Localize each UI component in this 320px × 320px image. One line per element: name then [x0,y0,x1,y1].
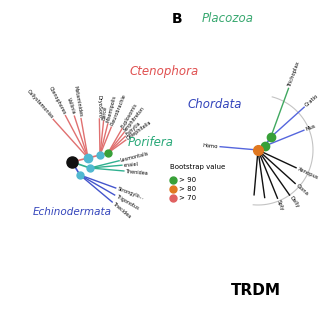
Text: Ciona: Ciona [295,183,309,196]
Text: Echinodermata: Echinodermata [33,207,111,217]
Text: Oratio: Oratio [304,93,319,108]
Text: Ctenophores: Ctenophores [48,85,67,116]
Text: TRDM: TRDM [231,283,281,298]
Text: Bootstrap value: Bootstrap value [170,164,225,170]
Text: Mus: Mus [305,123,316,132]
Text: Thecidea: Thecidea [112,201,132,219]
Text: Berce: Berce [101,106,108,120]
Text: Trigonotus: Trigonotus [115,194,140,211]
Text: B: B [172,12,183,26]
Text: > 90: > 90 [179,177,196,183]
Text: Pleurobrachie: Pleurobrachie [109,93,127,127]
Text: Ephytia: Ephytia [124,121,141,137]
Text: Amphitreton: Amphitreton [123,105,146,133]
Text: Callystemonias: Callystemonias [25,89,54,120]
Text: DryoSoro: DryoSoro [96,95,102,117]
Text: Lesmontalis: Lesmontalis [120,151,150,163]
Text: > 70: > 70 [179,195,196,201]
Text: Placozoa: Placozoa [202,12,254,25]
Text: Metaminides: Metaminides [73,85,83,117]
Text: Delly: Delly [289,195,300,209]
Text: Delephitelia: Delephitelia [125,120,152,141]
Text: Chordata: Chordata [187,99,242,111]
Text: Ctenophora: Ctenophora [130,66,199,78]
Text: Homo: Homo [203,143,218,149]
Text: Xenopus: Xenopus [297,166,319,180]
Text: Euplosomis: Euplosomis [121,102,139,129]
Text: enaiel: enaiel [123,161,139,168]
Text: > 80: > 80 [179,186,196,192]
Text: Sply: Sply [276,199,285,212]
Text: Vallinia: Vallinia [66,97,76,116]
Text: Thenidea: Thenidea [125,169,148,176]
Text: Mnemipolis: Mnemipolis [106,95,117,123]
Text: Strongylo...: Strongylo... [116,186,144,200]
Text: Trichoplax: Trichoplax [287,60,301,87]
Text: Porifera: Porifera [128,135,174,148]
